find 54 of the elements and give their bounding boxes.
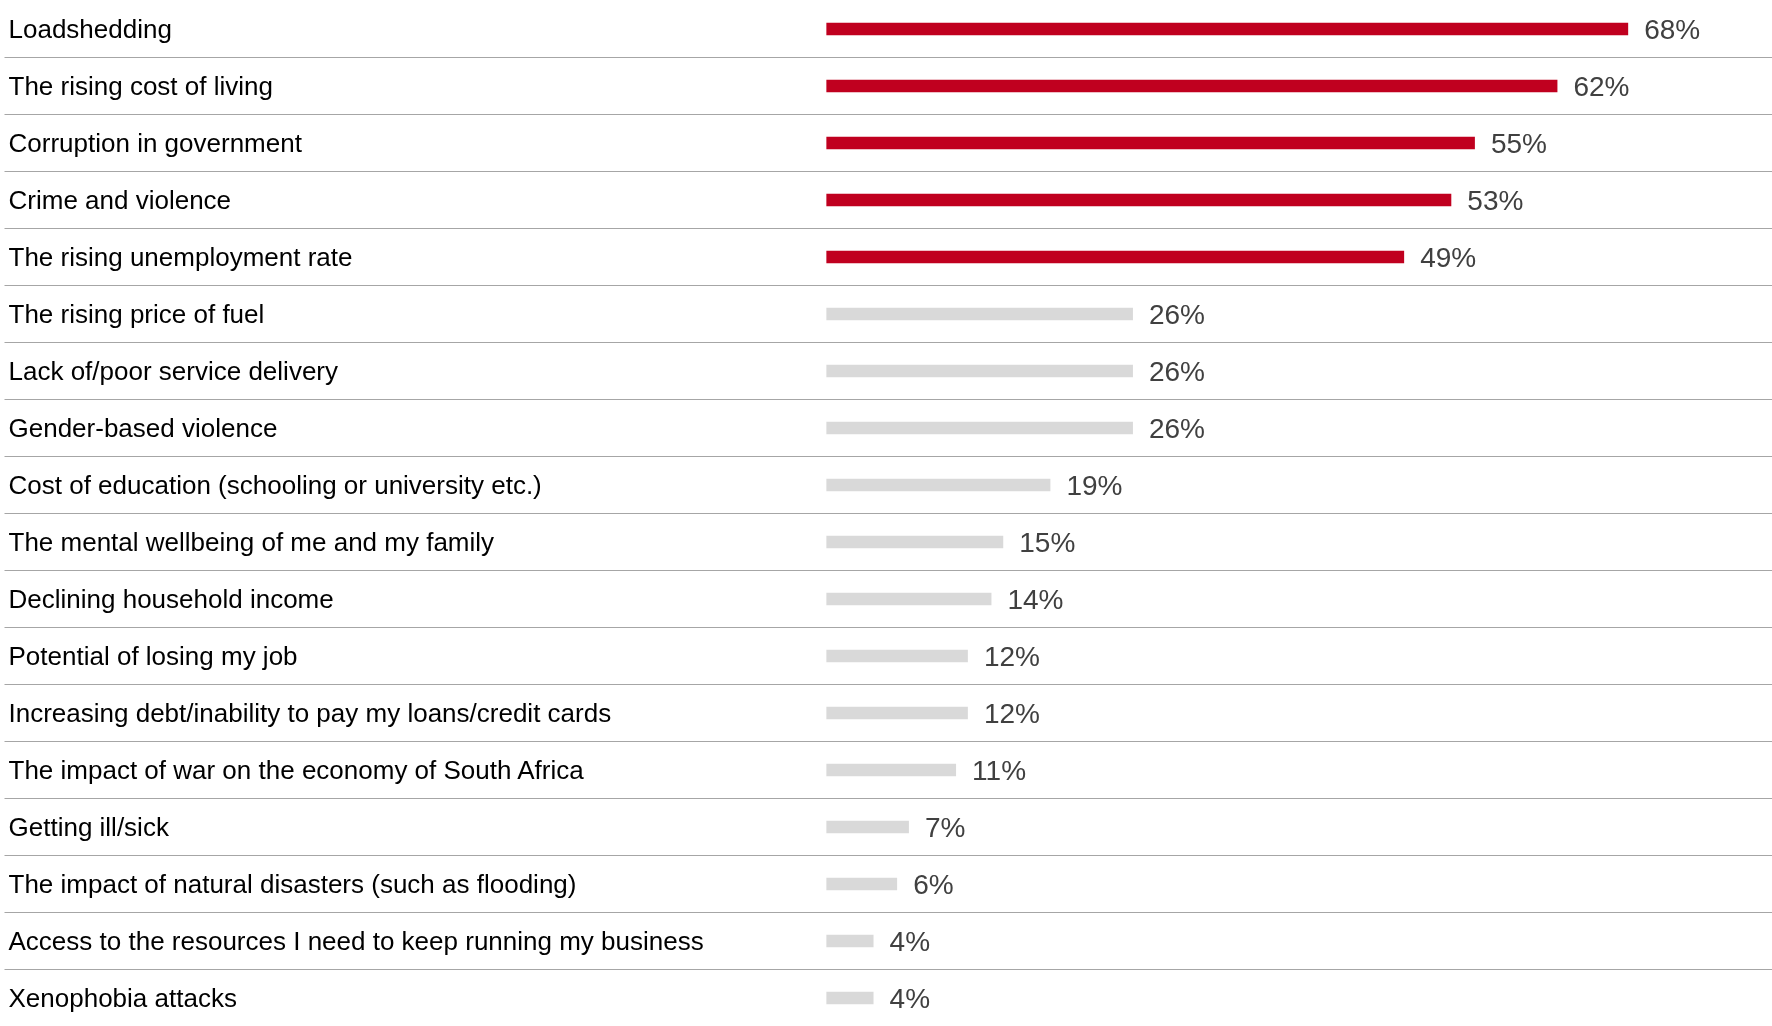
data-label: 55% — [1490, 127, 1547, 159]
y-tick-label: The mental wellbeing of me and my family — [8, 527, 495, 557]
y-tick-label: Gender-based violence — [8, 413, 278, 443]
data-label: 15% — [1019, 526, 1076, 558]
y-tick-label: The rising unemployment rate — [8, 242, 353, 272]
data-label: 62% — [1573, 70, 1630, 102]
data-label: 4% — [889, 982, 931, 1014]
bar — [826, 991, 874, 1005]
bar — [826, 22, 1629, 36]
data-label: 7% — [924, 811, 966, 843]
y-tick-label: Getting ill/sick — [8, 812, 170, 842]
bar — [826, 706, 968, 720]
y-tick-label: Increasing debt/inability to pay my loans/credit cards — [8, 698, 612, 728]
bar — [826, 877, 898, 891]
y-tick-label: The rising price of fuel — [8, 299, 265, 329]
data-label: 26% — [1148, 412, 1206, 444]
bar — [826, 136, 1475, 150]
data-label: 4% — [889, 925, 931, 957]
bar — [826, 763, 957, 777]
data-label: 68% — [1644, 13, 1701, 45]
y-tick-label: The impact of war on the economy of South Africa — [8, 755, 585, 785]
y-tick-label: Corruption in government — [8, 128, 303, 158]
y-tick-label: Cost of education (schooling or university etc.) — [8, 470, 542, 500]
bar — [826, 307, 1133, 321]
y-tick-label: The impact of natural disasters (such as flooding) — [8, 869, 577, 899]
data-label: 26% — [1148, 355, 1206, 387]
bar — [826, 649, 968, 663]
y-tick-label: Access to the resources I need to keep running my business — [8, 926, 704, 956]
bar — [826, 421, 1133, 435]
data-label: 12% — [983, 640, 1040, 672]
bar — [826, 820, 909, 834]
y-tick-label: The rising cost of living — [8, 71, 273, 101]
y-tick-label: Potential of losing my job — [8, 641, 298, 671]
data-label: 6% — [913, 868, 954, 900]
data-label: 19% — [1066, 469, 1123, 501]
data-label: 53% — [1467, 184, 1524, 216]
y-tick-label: Declining household income — [8, 584, 334, 614]
bar — [826, 250, 1405, 264]
bar — [826, 592, 992, 606]
bar — [826, 79, 1558, 93]
bar — [826, 934, 874, 948]
y-tick-label: Crime and violence — [8, 185, 232, 215]
y-tick-label: Lack of/poor service delivery — [8, 356, 338, 386]
bar — [826, 535, 1004, 549]
data-label: 49% — [1420, 241, 1477, 273]
data-label: 12% — [983, 697, 1040, 729]
bar — [826, 364, 1133, 378]
bar — [826, 193, 1452, 207]
data-label: 14% — [1007, 583, 1064, 615]
y-tick-label: Xenophobia attacks — [8, 983, 237, 1013]
data-label: 26% — [1148, 298, 1206, 330]
bar — [826, 478, 1051, 492]
data-label: 11% — [972, 754, 1027, 786]
y-tick-label: Loadshedding — [8, 14, 172, 44]
